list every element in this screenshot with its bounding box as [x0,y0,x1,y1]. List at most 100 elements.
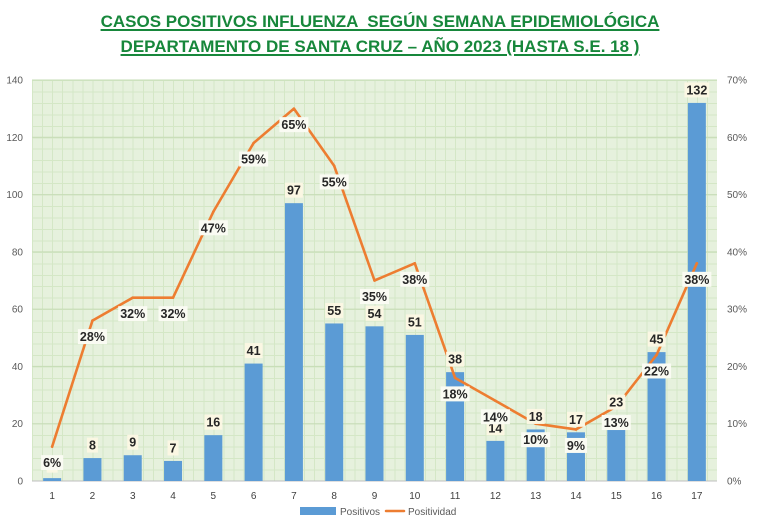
positividad-data-labels: 6% 28% 32% 32% 47% 59% 65% 55% 35% 38% 18% 14% 10% 9%… [41,117,712,471]
x-tick-label: 1 [49,491,55,502]
line-label-positividad: 6% [43,456,61,470]
y-left-tick-label: 80 [12,247,24,258]
x-tick-label: 14 [570,491,582,502]
line-label-positividad-box [118,306,148,322]
bar-label-positivos-group: 38 [446,351,465,367]
bar-label-positivos-box [607,394,626,410]
legend-label-positivos: Positivos [340,507,380,518]
chart-title-line-1: CASOS POSITIVOS INFLUENZA SEGÚN SEMANA E… [100,12,660,31]
point-positividad-week-16 [655,353,658,357]
chart-title-row-2: DEPARTAMENTO DE SANTA CRUZ – AÑO 2023 (H… [0,34,760,59]
bar-label-positivos: 54 [368,307,382,321]
chart-title: CASOS POSITIVOS INFLUENZA SEGÚN SEMANA E… [0,9,760,59]
line-label-positividad-box [642,363,672,379]
line-label-positividad: 9% [567,439,585,453]
bar-label-positivos-group: 8 [86,437,98,453]
point-positividad-week-8 [332,164,336,168]
bar-label-positivos-box [647,331,666,347]
bar-label-positivos-group: 41 [244,343,263,359]
bar-label-positivos-group: 17 [567,411,585,427]
positivos-bars [43,102,706,482]
point-positividad-week-6 [252,141,255,145]
y-right-tick-label: 40% [727,247,747,258]
legend-label-positividad: Positividad [408,507,456,518]
y-left-tick-label: 0 [17,477,23,488]
bar-label-positivos-group: 132 [684,82,710,98]
line-label-positividad: 14% [483,410,508,424]
bar-label-positivos-group: 18 [526,408,545,424]
y-left-tick-label: 100 [6,190,23,201]
x-tick-label: 8 [331,491,337,502]
line-label-positividad-group: 38% [400,271,430,287]
line-label-positividad: 28% [80,330,105,344]
point-positividad-week-12 [494,399,497,403]
bar-label-positivos-group: 51 [405,314,424,330]
point-positividad-week-4 [171,296,175,299]
y-axis-right: 0% 10% 20% 30% 40% 50% 60% 70% [727,76,747,488]
line-label-positividad-group: 47% [198,220,228,236]
y-left-tick-label: 120 [6,133,23,144]
point-positividad-week-5 [212,210,215,214]
bar-positivos-week-7 [284,203,303,481]
bar-label-positivos-group: 45 [647,331,666,347]
y-right-tick-label: 50% [727,190,747,201]
x-tick-label: 2 [90,491,96,502]
y-right-tick-label: 20% [727,362,747,373]
x-tick-label: 16 [651,491,663,502]
chart-title-line-2: DEPARTAMENTO DE SANTA CRUZ – AÑO 2023 (H… [120,37,640,56]
y-left-tick-label: 20 [12,419,24,430]
line-label-positividad-box [400,271,430,287]
bar-label-positivos: 55 [327,304,341,318]
x-tick-label: 6 [251,491,257,502]
line-label-positividad-box [279,117,309,133]
bar-label-positivos-box [204,414,223,430]
line-label-positividad-box [239,151,269,167]
legend-swatch-positivos [300,507,336,515]
line-label-positividad-box [158,306,188,322]
point-positividad-week-2 [91,319,94,322]
bar-label-positivos-box [567,411,585,427]
bar-label-positivos-box [365,305,384,321]
bar-label-positivos-box [127,434,139,450]
bar-positivos-week-4 [164,460,183,481]
line-label-positividad-group: 14% [480,409,510,425]
line-label-positividad-box [198,220,228,236]
line-label-positividad-box [682,271,712,287]
line-label-positividad-box [41,455,64,471]
bar-label-positivos: 23 [609,396,623,410]
bar-label-positivos: 18 [529,410,543,424]
x-tick-label: 7 [291,491,297,502]
line-label-positividad-group: 59% [239,151,269,167]
bar-label-positivos-group: 55 [325,302,344,318]
bar-positivos-week-3 [123,455,142,481]
bar-label-positivos: 16 [206,416,220,430]
x-tick-label: 12 [490,491,502,502]
x-tick-label: 17 [691,491,703,502]
bar-positivos-week-9 [365,326,384,481]
y-right-tick-label: 0% [727,477,742,488]
y-left-tick-label: 40 [12,362,24,373]
bar-label-positivos-box [284,182,303,198]
bar-label-positivos-box [446,351,465,367]
y-axis-left: 0 20 40 60 80 100 120 140 [6,76,23,488]
line-label-positividad-box [359,289,390,304]
bar-label-positivos: 9 [129,436,136,450]
point-positividad-week-17 [695,262,699,265]
line-label-positividad: 38% [402,273,427,287]
line-label-positividad-group: 28% [77,329,107,345]
bar-positivos-week-16 [647,352,666,481]
bar-positivos-week-2 [83,458,102,481]
bar-label-positivos-box [526,408,545,424]
point-positividad-week-10 [413,262,417,265]
x-tick-label: 15 [611,491,623,502]
bar-label-positivos: 8 [89,439,96,453]
bar-positivos-week-12 [486,440,505,481]
line-label-positividad: 18% [443,387,468,401]
bar-positivos-week-17 [687,102,706,482]
bar-label-positivos-box [86,437,98,453]
bar-positivos-week-15 [607,415,626,481]
bar-label-positivos: 132 [686,83,707,97]
bar-label-positivos-box [167,440,179,456]
y-left-tick-label: 140 [6,76,23,87]
